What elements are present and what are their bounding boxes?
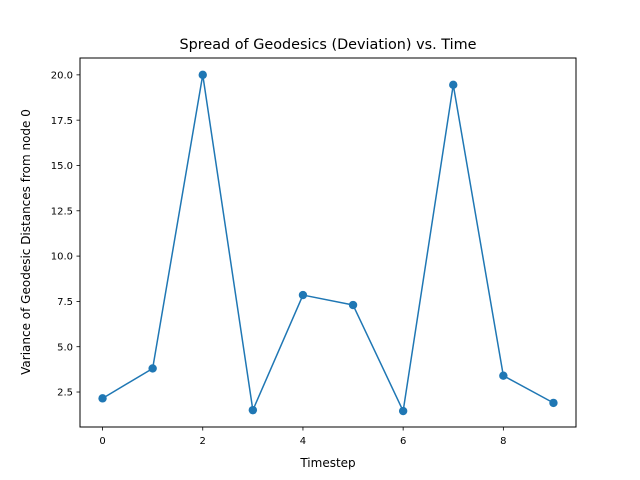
data-point — [549, 398, 558, 408]
chart-title: Spread of Geodesics (Deviation) vs. Time — [180, 37, 477, 53]
axes-frame — [79, 57, 577, 428]
x-axis-ticks: 0 2 4 6 8 — [99, 427, 507, 447]
y-tick-label: 15.0 — [51, 161, 73, 172]
y-axis-ticks: 2.5 5.0 7.5 10.0 12.5 15.0 17.5 20.0 — [51, 70, 80, 399]
x-tick-label: 2 — [200, 436, 206, 447]
data-point — [499, 371, 508, 380]
x-tick-label: 6 — [400, 436, 406, 447]
data-point — [198, 70, 207, 80]
y-axis-label: Variance of Geodesic Distances from node… — [19, 109, 33, 375]
data-point — [98, 394, 107, 403]
data-point — [298, 290, 308, 300]
data-point — [398, 406, 408, 416]
data-point — [449, 80, 458, 90]
y-tick-label: 10.0 — [51, 252, 73, 263]
y-tick-label: 20.0 — [51, 70, 73, 81]
data-point — [348, 300, 358, 310]
x-tick-label: 4 — [300, 436, 306, 447]
y-tick-label: 5.0 — [57, 342, 73, 353]
y-tick-label: 12.5 — [51, 206, 73, 217]
data-point — [148, 364, 157, 373]
y-tick-label: 2.5 — [57, 388, 73, 399]
series-line — [102, 74, 554, 412]
y-tick-label: 7.5 — [57, 297, 73, 308]
data-point — [248, 405, 258, 415]
plot-area — [98, 70, 558, 416]
y-tick-label: 17.5 — [51, 116, 73, 127]
x-tick-label: 0 — [99, 436, 105, 447]
x-tick-label: 8 — [500, 436, 506, 447]
x-axis-label: Timestep — [299, 456, 355, 470]
